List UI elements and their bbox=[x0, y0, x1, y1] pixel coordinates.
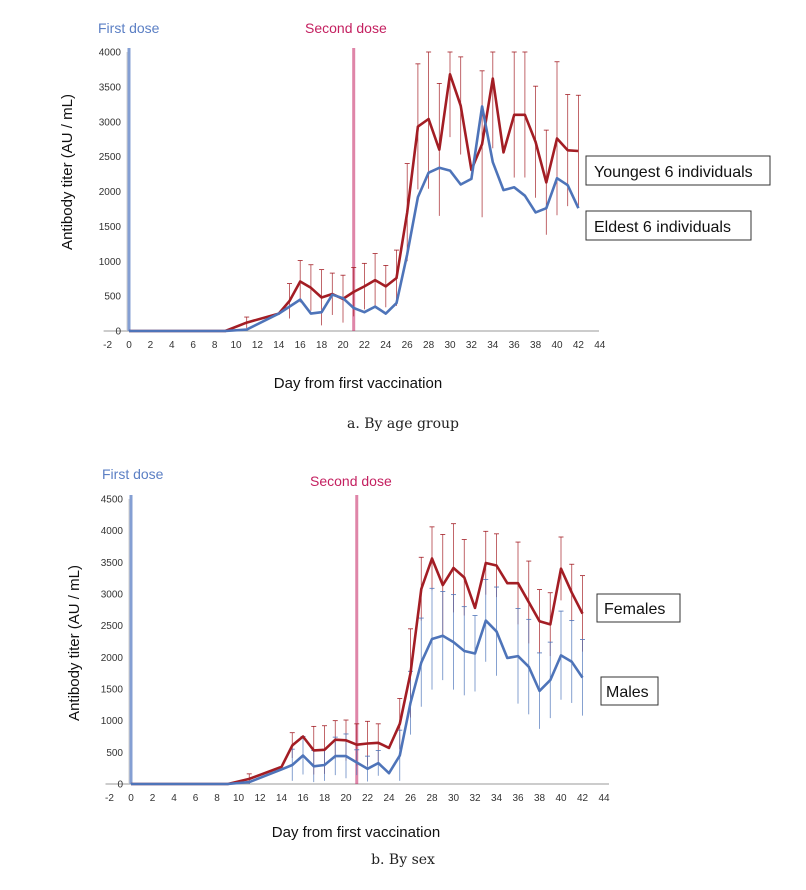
x-tick-label: 10 bbox=[230, 340, 242, 351]
x-tick-label: 12 bbox=[254, 793, 266, 804]
x-tick-label: 42 bbox=[573, 340, 585, 351]
x-tick-label: 2 bbox=[148, 340, 154, 351]
legend-label-youngest: Youngest 6 individuals bbox=[594, 164, 753, 181]
x-tick-label: 20 bbox=[337, 340, 349, 351]
legend-label-females: Females bbox=[604, 601, 665, 618]
x-tick-label: 2 bbox=[150, 793, 156, 804]
x-tick-label: 8 bbox=[214, 793, 220, 804]
y-tick-label: 2500 bbox=[101, 621, 124, 632]
x-tick-label: 38 bbox=[534, 793, 546, 804]
x-tick-label: 30 bbox=[444, 340, 456, 351]
y-tick-label: 4000 bbox=[101, 526, 124, 537]
chart-a-xlabel: Day from first vaccination bbox=[274, 375, 442, 392]
y-tick-label: 2000 bbox=[101, 653, 124, 664]
error-bars-females bbox=[246, 523, 585, 784]
y-tick-label: 500 bbox=[106, 748, 123, 759]
y-tick-label: 3500 bbox=[99, 82, 122, 93]
x-tick-label: 18 bbox=[316, 340, 328, 351]
error-bars-youngest-6-individuals bbox=[244, 51, 581, 329]
x-tick-label: 6 bbox=[190, 340, 196, 351]
y-tick-label: 4000 bbox=[99, 48, 122, 59]
y-tick-label: 2500 bbox=[99, 152, 122, 163]
x-tick-label: 30 bbox=[448, 793, 460, 804]
chart-by-sex: Antibody titer (AU / mL) Day from first … bbox=[66, 466, 681, 868]
y-tick-label: 3000 bbox=[99, 117, 122, 128]
x-tick-label: 40 bbox=[551, 340, 563, 351]
x-tick-label: 0 bbox=[128, 793, 134, 804]
y-tick-label: 0 bbox=[117, 780, 123, 791]
x-tick-label: 0 bbox=[126, 340, 132, 351]
chart-b-legend-females: Females bbox=[596, 593, 681, 623]
x-tick-label: 36 bbox=[512, 793, 524, 804]
x-tick-label: 4 bbox=[169, 340, 175, 351]
chart-by-age-group: Antibody titer (AU / mL) Day from first … bbox=[59, 20, 771, 432]
y-tick-label: 3000 bbox=[101, 590, 124, 601]
x-tick-label: 34 bbox=[487, 340, 499, 351]
x-tick-label: 36 bbox=[509, 340, 521, 351]
series-line-eldest-6-individuals bbox=[129, 105, 580, 333]
x-tick-label: 24 bbox=[380, 340, 392, 351]
chart-b-second-dose-label: Second dose bbox=[310, 473, 392, 489]
x-tick-label: 34 bbox=[491, 793, 503, 804]
x-tick-label: 22 bbox=[359, 340, 371, 351]
chart-a-second-dose-label: Second dose bbox=[305, 20, 387, 36]
x-tick-label: 10 bbox=[233, 793, 245, 804]
x-tick-label: 38 bbox=[530, 340, 542, 351]
x-tick-label: 12 bbox=[252, 340, 264, 351]
x-tick-label: 16 bbox=[295, 340, 307, 351]
chart-b-caption: b. By sex bbox=[371, 852, 435, 868]
legend-box-youngest bbox=[585, 155, 771, 186]
x-tick-label: 32 bbox=[466, 340, 478, 351]
x-tick-label: 14 bbox=[276, 793, 288, 804]
legend-box-females bbox=[596, 593, 681, 623]
y-tick-label: 0 bbox=[115, 327, 121, 338]
chart-a-legend-youngest: Youngest 6 individuals bbox=[585, 155, 771, 186]
x-tick-label: 28 bbox=[423, 340, 435, 351]
y-tick-label: 1500 bbox=[101, 685, 124, 696]
x-tick-label: 44 bbox=[598, 793, 610, 804]
x-tick-label: 26 bbox=[405, 793, 417, 804]
x-tick-label: 16 bbox=[297, 793, 309, 804]
x-tick-label: 26 bbox=[402, 340, 414, 351]
chart-a-legend-eldest: Eldest 6 individuals bbox=[585, 210, 752, 241]
y-tick-label: 1000 bbox=[99, 257, 122, 268]
x-tick-label: 42 bbox=[577, 793, 589, 804]
chart-a-caption: a. By age group bbox=[347, 416, 459, 432]
x-tick-label: 22 bbox=[362, 793, 374, 804]
y-tick-label: 3500 bbox=[101, 558, 124, 569]
y-tick-label: 1500 bbox=[99, 222, 122, 233]
legend-box-eldest bbox=[585, 210, 752, 241]
x-tick-label: 18 bbox=[319, 793, 331, 804]
chart-b-first-dose-label: First dose bbox=[102, 466, 164, 482]
x-tick-label: 32 bbox=[469, 793, 481, 804]
x-tick-label: 4 bbox=[171, 793, 177, 804]
chart-a-ylabel: Antibody titer (AU / mL) bbox=[59, 94, 76, 250]
x-tick-label: 24 bbox=[383, 793, 395, 804]
y-tick-label: 4500 bbox=[101, 495, 124, 506]
chart-b-ylabel: Antibody titer (AU / mL) bbox=[66, 565, 83, 721]
x-tick-label: 8 bbox=[212, 340, 218, 351]
legend-label-males: Males bbox=[606, 684, 649, 701]
x-tick-label: 28 bbox=[426, 793, 438, 804]
chart-a-first-dose-label: First dose bbox=[98, 20, 160, 36]
y-tick-label: 1000 bbox=[101, 716, 124, 727]
x-tick-label: -2 bbox=[105, 793, 114, 804]
series-line-males bbox=[131, 619, 584, 786]
y-tick-label: 2000 bbox=[99, 187, 122, 198]
x-tick-label: 44 bbox=[594, 340, 606, 351]
x-tick-label: 14 bbox=[273, 340, 285, 351]
x-tick-label: 40 bbox=[555, 793, 567, 804]
x-tick-label: 6 bbox=[193, 793, 199, 804]
legend-box-males bbox=[600, 676, 659, 706]
x-tick-label: 20 bbox=[340, 793, 352, 804]
x-tick-label: -2 bbox=[103, 340, 112, 351]
chart-b-legend-males: Males bbox=[600, 676, 659, 706]
chart-b-xlabel: Day from first vaccination bbox=[272, 824, 440, 841]
y-tick-label: 500 bbox=[104, 292, 121, 303]
legend-label-eldest: Eldest 6 individuals bbox=[594, 219, 731, 236]
